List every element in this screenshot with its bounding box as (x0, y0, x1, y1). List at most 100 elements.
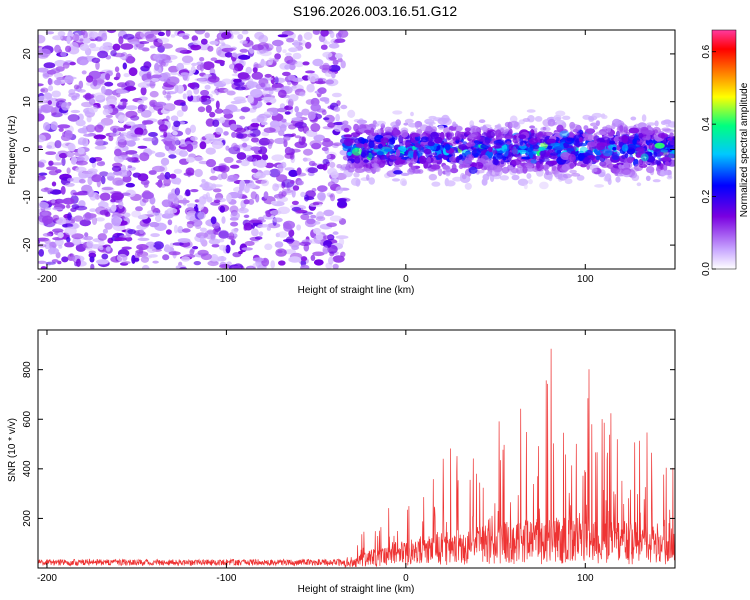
spectrogram-cell (596, 142, 605, 151)
spectrogram-cell (71, 233, 84, 240)
spectrogram-cell (135, 206, 143, 212)
spectrogram-cell (632, 138, 637, 145)
spectrogram-cell (404, 118, 414, 124)
colorbar-label: Normalized spectral amplitude (739, 82, 750, 217)
spectrogram-cell (621, 134, 629, 144)
spectrogram-cell (243, 225, 248, 231)
spectrogram-cell (367, 153, 375, 159)
snr-ytick-label: 800 (22, 361, 33, 378)
spectrogram-cell (329, 161, 336, 168)
spectrogram-xtick-label: -200 (37, 274, 57, 285)
spectrogram-cell (201, 98, 212, 105)
spectrogram-cell (295, 111, 303, 118)
spectrogram-cell (305, 41, 312, 49)
spectrogram-cell (568, 131, 574, 138)
spectrogram-cell (322, 235, 334, 240)
spectrogram-cell (101, 186, 115, 194)
spectrogram-cell (321, 109, 327, 116)
spectrogram-cell (596, 138, 601, 142)
spectrogram-cell (306, 83, 315, 93)
spectrogram-cell (41, 211, 49, 216)
spectrogram-cell (105, 114, 113, 118)
spectrogram-cell (290, 148, 301, 153)
spectrogram-cell (60, 185, 66, 195)
spectrogram-cell (430, 131, 439, 139)
spectrogram-cell (134, 127, 144, 136)
spectrogram-cell (262, 170, 271, 176)
spectrogram-cell (47, 77, 53, 86)
spectrogram-cell (200, 89, 210, 96)
spectrogram-cell (151, 165, 165, 172)
spectrogram-cell (291, 133, 296, 137)
spectrogram-cell (288, 256, 302, 263)
snr-xlabel: Height of straight line (km) (298, 584, 415, 595)
spectrogram-cell (90, 244, 103, 249)
spectrogram-cell (86, 30, 98, 40)
spectrogram-cell (105, 73, 111, 81)
spectrogram-cell (495, 129, 502, 138)
spectrogram-cell (388, 137, 395, 145)
spectrogram-cell (57, 31, 66, 37)
spectrogram-cell (205, 147, 216, 155)
spectrogram-cell (187, 221, 195, 225)
spectrogram-cell (464, 127, 471, 132)
spectrogram-cell (671, 149, 675, 155)
spectrogram-cell (149, 221, 160, 228)
spectrogram-cell (38, 109, 43, 114)
spectrogram-cell (261, 97, 274, 101)
spectrogram-cell (205, 105, 212, 113)
spectrogram-cell (445, 180, 456, 187)
spectrogram-cell (75, 160, 88, 166)
spectrogram-cell (51, 181, 57, 187)
spectrogram-cell (158, 124, 168, 132)
spectrogram-cell (152, 260, 159, 264)
spectrogram-cell (45, 261, 56, 265)
spectrogram-cell (626, 144, 636, 150)
spectrogram-cell (221, 31, 232, 40)
spectrogram-cell (515, 154, 523, 159)
spectrogram-cell (333, 124, 343, 132)
snr-ticks: -200 -100 0 100 200 400 600 800 (22, 330, 675, 584)
spectrogram-cell (66, 236, 71, 243)
spectrogram-cell (201, 182, 214, 190)
spectrogram-cell (155, 215, 162, 223)
spectrogram-cell (125, 150, 138, 155)
colorbar-tick-label: 0.0 (701, 262, 712, 276)
spectrogram-cell (343, 127, 350, 133)
spectrogram-cell (546, 138, 556, 144)
spectrogram-cell (640, 153, 649, 162)
spectrogram-cell (223, 156, 234, 164)
spectrogram-ylabel: Frequency (Hz) (7, 116, 18, 185)
spectrogram-cell (564, 178, 573, 185)
spectrogram-cell (45, 151, 57, 156)
spectrogram-cell (585, 128, 596, 135)
spectrogram-cell (636, 140, 641, 144)
spectrogram-cell (329, 31, 335, 39)
spectrogram-cell (507, 156, 513, 161)
spectrogram-cell (95, 61, 100, 70)
spectrogram-cell (52, 207, 63, 211)
spectrogram-cell (612, 146, 617, 151)
spectrogram-cell (488, 146, 493, 153)
spectrogram-cell (90, 263, 95, 269)
spectrogram-cell (574, 154, 585, 161)
spectrogram-cell (335, 235, 349, 240)
spectrogram-cell (322, 139, 334, 147)
spectrogram-cell (578, 137, 584, 143)
spectrogram-cell (298, 136, 306, 146)
spectrogram-cell (148, 132, 158, 137)
spectrogram-cell (300, 264, 310, 269)
spectrogram-cell (257, 224, 270, 228)
spectrogram-cell (154, 152, 166, 158)
spectrogram-cell (52, 214, 60, 221)
spectrogram-cell (86, 240, 94, 248)
spectrogram-cell (67, 212, 72, 221)
spectrogram-cell (38, 243, 47, 248)
spectrogram-cell (211, 183, 217, 190)
spectrogram-cell (197, 211, 206, 220)
spectrogram-cell (506, 141, 511, 145)
spectrogram-cell (288, 229, 295, 238)
spectrogram-cell (207, 45, 214, 52)
spectrogram-cell (466, 141, 476, 147)
spectrogram-cell (56, 77, 66, 81)
